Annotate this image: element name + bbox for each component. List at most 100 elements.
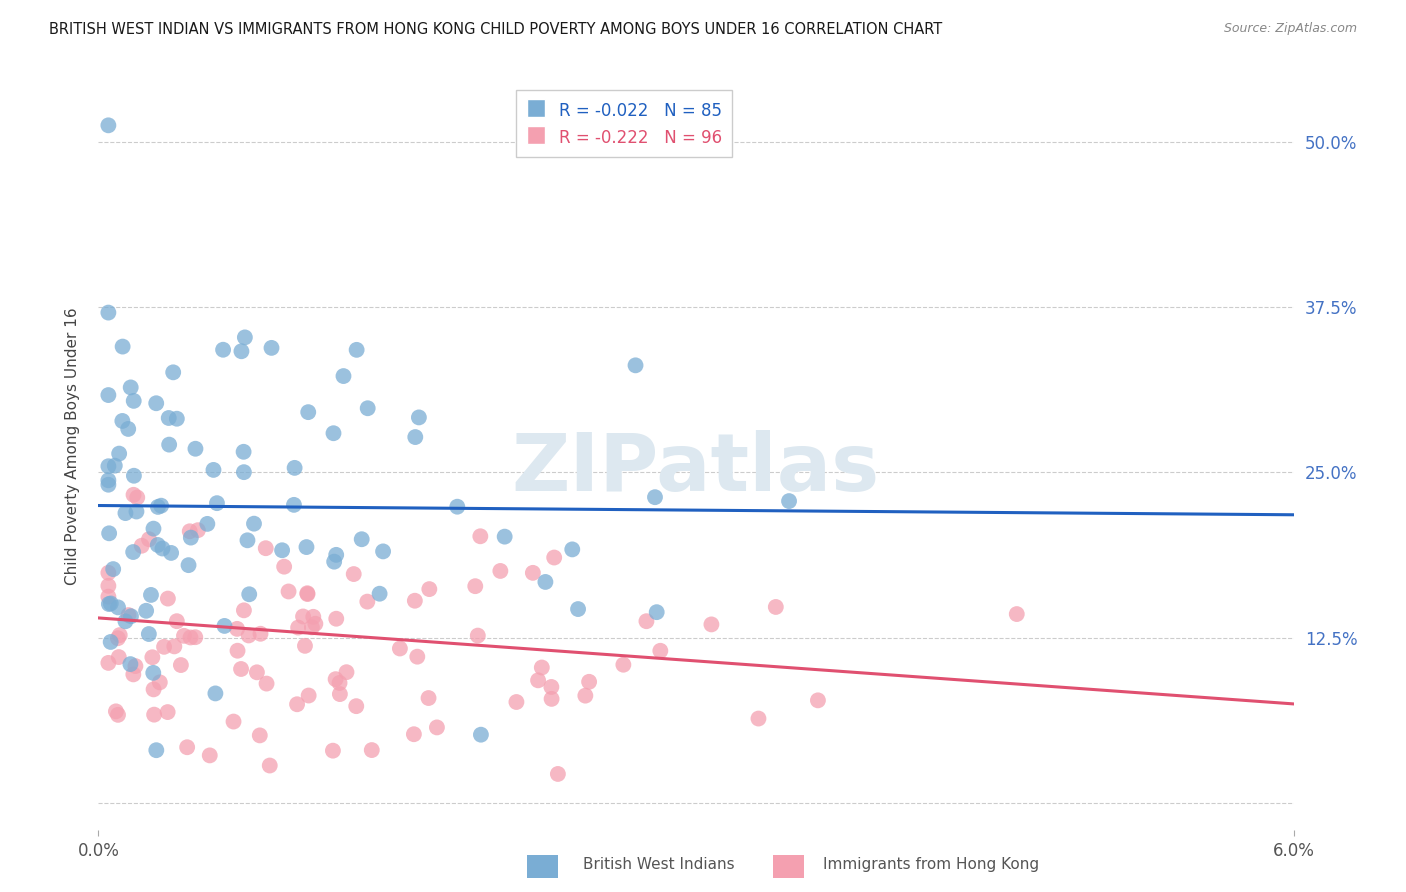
Point: [561, 542, 583, 557]
Point: [226, 644, 249, 658]
Point: [143, 707, 166, 722]
Point: [156, 705, 179, 719]
Point: [233, 330, 256, 344]
Point: [97, 566, 120, 580]
Point: [325, 672, 347, 686]
Point: [107, 631, 129, 645]
Point: [122, 468, 145, 483]
Point: [114, 506, 136, 520]
Point: [222, 714, 245, 729]
Point: [243, 516, 266, 531]
Point: [157, 437, 180, 451]
Point: [260, 341, 283, 355]
Point: [295, 540, 318, 554]
Point: [212, 343, 235, 357]
Point: [177, 558, 200, 573]
Point: [97, 473, 120, 487]
Point: [297, 405, 319, 419]
Point: [100, 597, 122, 611]
Point: [179, 631, 201, 645]
Point: [97, 597, 120, 611]
Point: [246, 665, 269, 680]
Point: [176, 740, 198, 755]
Point: [111, 340, 134, 354]
Point: [325, 612, 347, 626]
Point: [145, 396, 167, 410]
Point: [418, 582, 440, 596]
Point: [256, 676, 278, 690]
Point: [108, 447, 131, 461]
Point: [97, 656, 120, 670]
Point: [97, 590, 120, 604]
Point: [122, 545, 145, 559]
Point: [184, 630, 207, 644]
Point: [153, 640, 176, 654]
Point: [104, 704, 127, 718]
Point: [142, 522, 165, 536]
Point: [277, 584, 299, 599]
Point: [226, 622, 249, 636]
Point: [297, 587, 319, 601]
Point: [540, 680, 562, 694]
Point: [139, 588, 162, 602]
Point: [404, 430, 426, 444]
Point: [120, 380, 142, 394]
Point: [114, 614, 136, 628]
Point: [700, 617, 723, 632]
Point: [368, 587, 391, 601]
Point: [97, 119, 120, 133]
Point: [273, 559, 295, 574]
Point: [356, 594, 378, 608]
Point: [97, 477, 120, 491]
Point: [292, 609, 315, 624]
Point: [747, 712, 769, 726]
Point: [287, 621, 309, 635]
Point: [125, 504, 148, 518]
Point: [283, 498, 305, 512]
Point: [138, 533, 160, 547]
Point: [650, 644, 672, 658]
Point: [426, 720, 449, 734]
Point: [534, 574, 557, 589]
Point: [238, 628, 260, 642]
Point: [108, 628, 131, 642]
Point: [645, 605, 668, 619]
Point: [1005, 607, 1028, 621]
Point: [540, 691, 562, 706]
Point: [778, 494, 800, 508]
Point: [418, 691, 440, 706]
Text: British West Indians: British West Indians: [583, 857, 735, 872]
Point: [205, 496, 228, 510]
Point: [527, 673, 550, 688]
Point: [636, 614, 658, 628]
Point: [404, 593, 426, 607]
Point: [470, 728, 492, 742]
Point: [198, 748, 221, 763]
Point: [294, 639, 316, 653]
Point: [232, 465, 254, 479]
Point: [360, 743, 382, 757]
Point: [254, 541, 277, 556]
Point: [229, 662, 252, 676]
Point: [304, 616, 326, 631]
Point: [371, 544, 394, 558]
Point: [765, 599, 787, 614]
Point: [402, 727, 425, 741]
Point: [329, 687, 352, 701]
Point: [180, 531, 202, 545]
Point: [612, 657, 634, 672]
Point: [350, 533, 373, 547]
Point: [141, 650, 163, 665]
Point: [298, 689, 321, 703]
Point: [120, 609, 142, 624]
Point: [107, 707, 129, 722]
Point: [107, 650, 129, 665]
Point: [162, 365, 184, 379]
Point: [104, 458, 127, 473]
Point: [145, 743, 167, 757]
Point: [302, 609, 325, 624]
Point: [332, 369, 354, 384]
Point: [343, 567, 366, 582]
Point: [117, 422, 139, 436]
Point: [195, 516, 218, 531]
